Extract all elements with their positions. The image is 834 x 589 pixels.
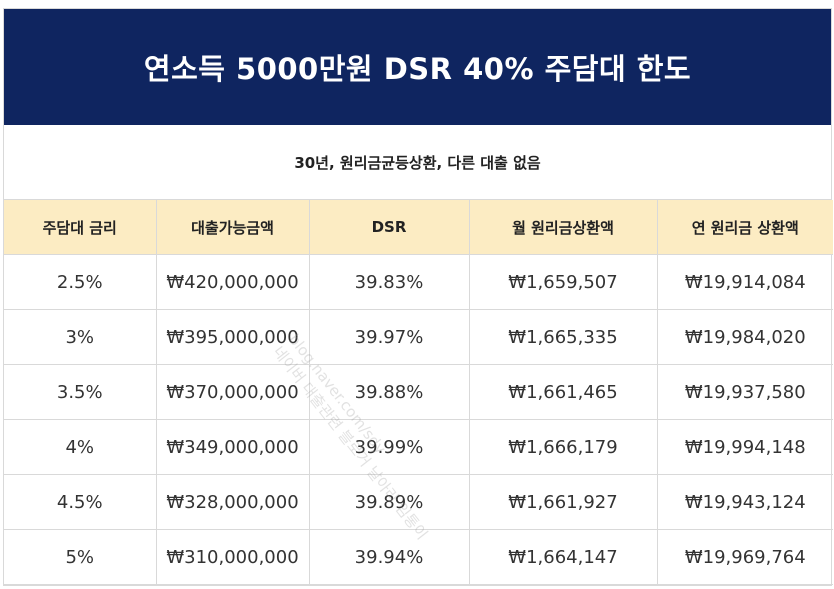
table-row: 4% ₩349,000,000 39.99% ₩1,666,179 ₩19,99… [4,419,833,475]
header-loan-amount: 대출가능금액 [155,200,310,255]
cell-annual-payment: ₩19,969,764 [656,529,833,585]
cell-monthly-payment: ₩1,664,147 [468,529,658,585]
cell-loan-amount: ₩370,000,000 [155,364,310,420]
cell-loan-amount: ₩395,000,000 [155,309,310,365]
table-row: 4.5% ₩328,000,000 39.89% ₩1,661,927 ₩19,… [4,474,833,530]
cell-loan-amount: ₩328,000,000 [155,474,310,530]
subtitle-row: 30년, 원리금균등상환, 다른 대출 없음 [4,125,831,200]
page-title: 연소득 5000만원 DSR 40% 주담대 한도 [143,52,692,86]
cell-dsr: 39.89% [308,474,470,530]
header-annual-payment: 연 원리금 상환액 [656,200,833,255]
subtitle: 30년, 원리금균등상환, 다른 대출 없음 [294,153,541,172]
table-card: 연소득 5000만원 DSR 40% 주담대 한도 30년, 원리금균등상환, … [3,8,833,586]
cell-loan-amount: ₩349,000,000 [155,419,310,475]
header-rate: 주담대 금리 [4,200,157,255]
cell-rate: 3% [4,309,157,365]
cell-rate: 5% [4,529,157,585]
cell-rate: 3.5% [4,364,157,420]
cell-dsr: 39.94% [308,529,470,585]
cell-dsr: 39.97% [308,309,470,365]
header-dsr: DSR [308,200,470,255]
cell-rate: 4.5% [4,474,157,530]
cell-rate: 2.5% [4,254,157,310]
cell-monthly-payment: ₩1,661,927 [468,474,658,530]
cell-dsr: 39.88% [308,364,470,420]
cell-monthly-payment: ₩1,659,507 [468,254,658,310]
table-row: 3% ₩395,000,000 39.97% ₩1,665,335 ₩19,98… [4,309,833,365]
cell-rate: 4% [4,419,157,475]
title-bar: 연소득 5000만원 DSR 40% 주담대 한도 [4,9,831,125]
header-monthly-payment: 월 원리금상환액 [468,200,658,255]
cell-dsr: 39.99% [308,419,470,475]
cell-loan-amount: ₩310,000,000 [155,529,310,585]
cell-annual-payment: ₩19,914,084 [656,254,833,310]
cell-monthly-payment: ₩1,661,465 [468,364,658,420]
cell-loan-amount: ₩420,000,000 [155,254,310,310]
cell-annual-payment: ₩19,937,580 [656,364,833,420]
header-row: 주담대 금리 대출가능금액 DSR 월 원리금상환액 연 원리금 상환액 [4,200,833,255]
cell-annual-payment: ₩19,994,148 [656,419,833,475]
table-row: 2.5% ₩420,000,000 39.83% ₩1,659,507 ₩19,… [4,254,833,310]
cell-dsr: 39.83% [308,254,470,310]
table-row: 3.5% ₩370,000,000 39.88% ₩1,661,465 ₩19,… [4,364,833,420]
cell-monthly-payment: ₩1,666,179 [468,419,658,475]
table-row: 5% ₩310,000,000 39.94% ₩1,664,147 ₩19,96… [4,529,833,585]
loan-limit-table: 주담대 금리 대출가능금액 DSR 월 원리금상환액 연 원리금 상환액 2.5… [4,200,833,585]
cell-annual-payment: ₩19,943,124 [656,474,833,530]
cell-annual-payment: ₩19,984,020 [656,309,833,365]
cell-monthly-payment: ₩1,665,335 [468,309,658,365]
